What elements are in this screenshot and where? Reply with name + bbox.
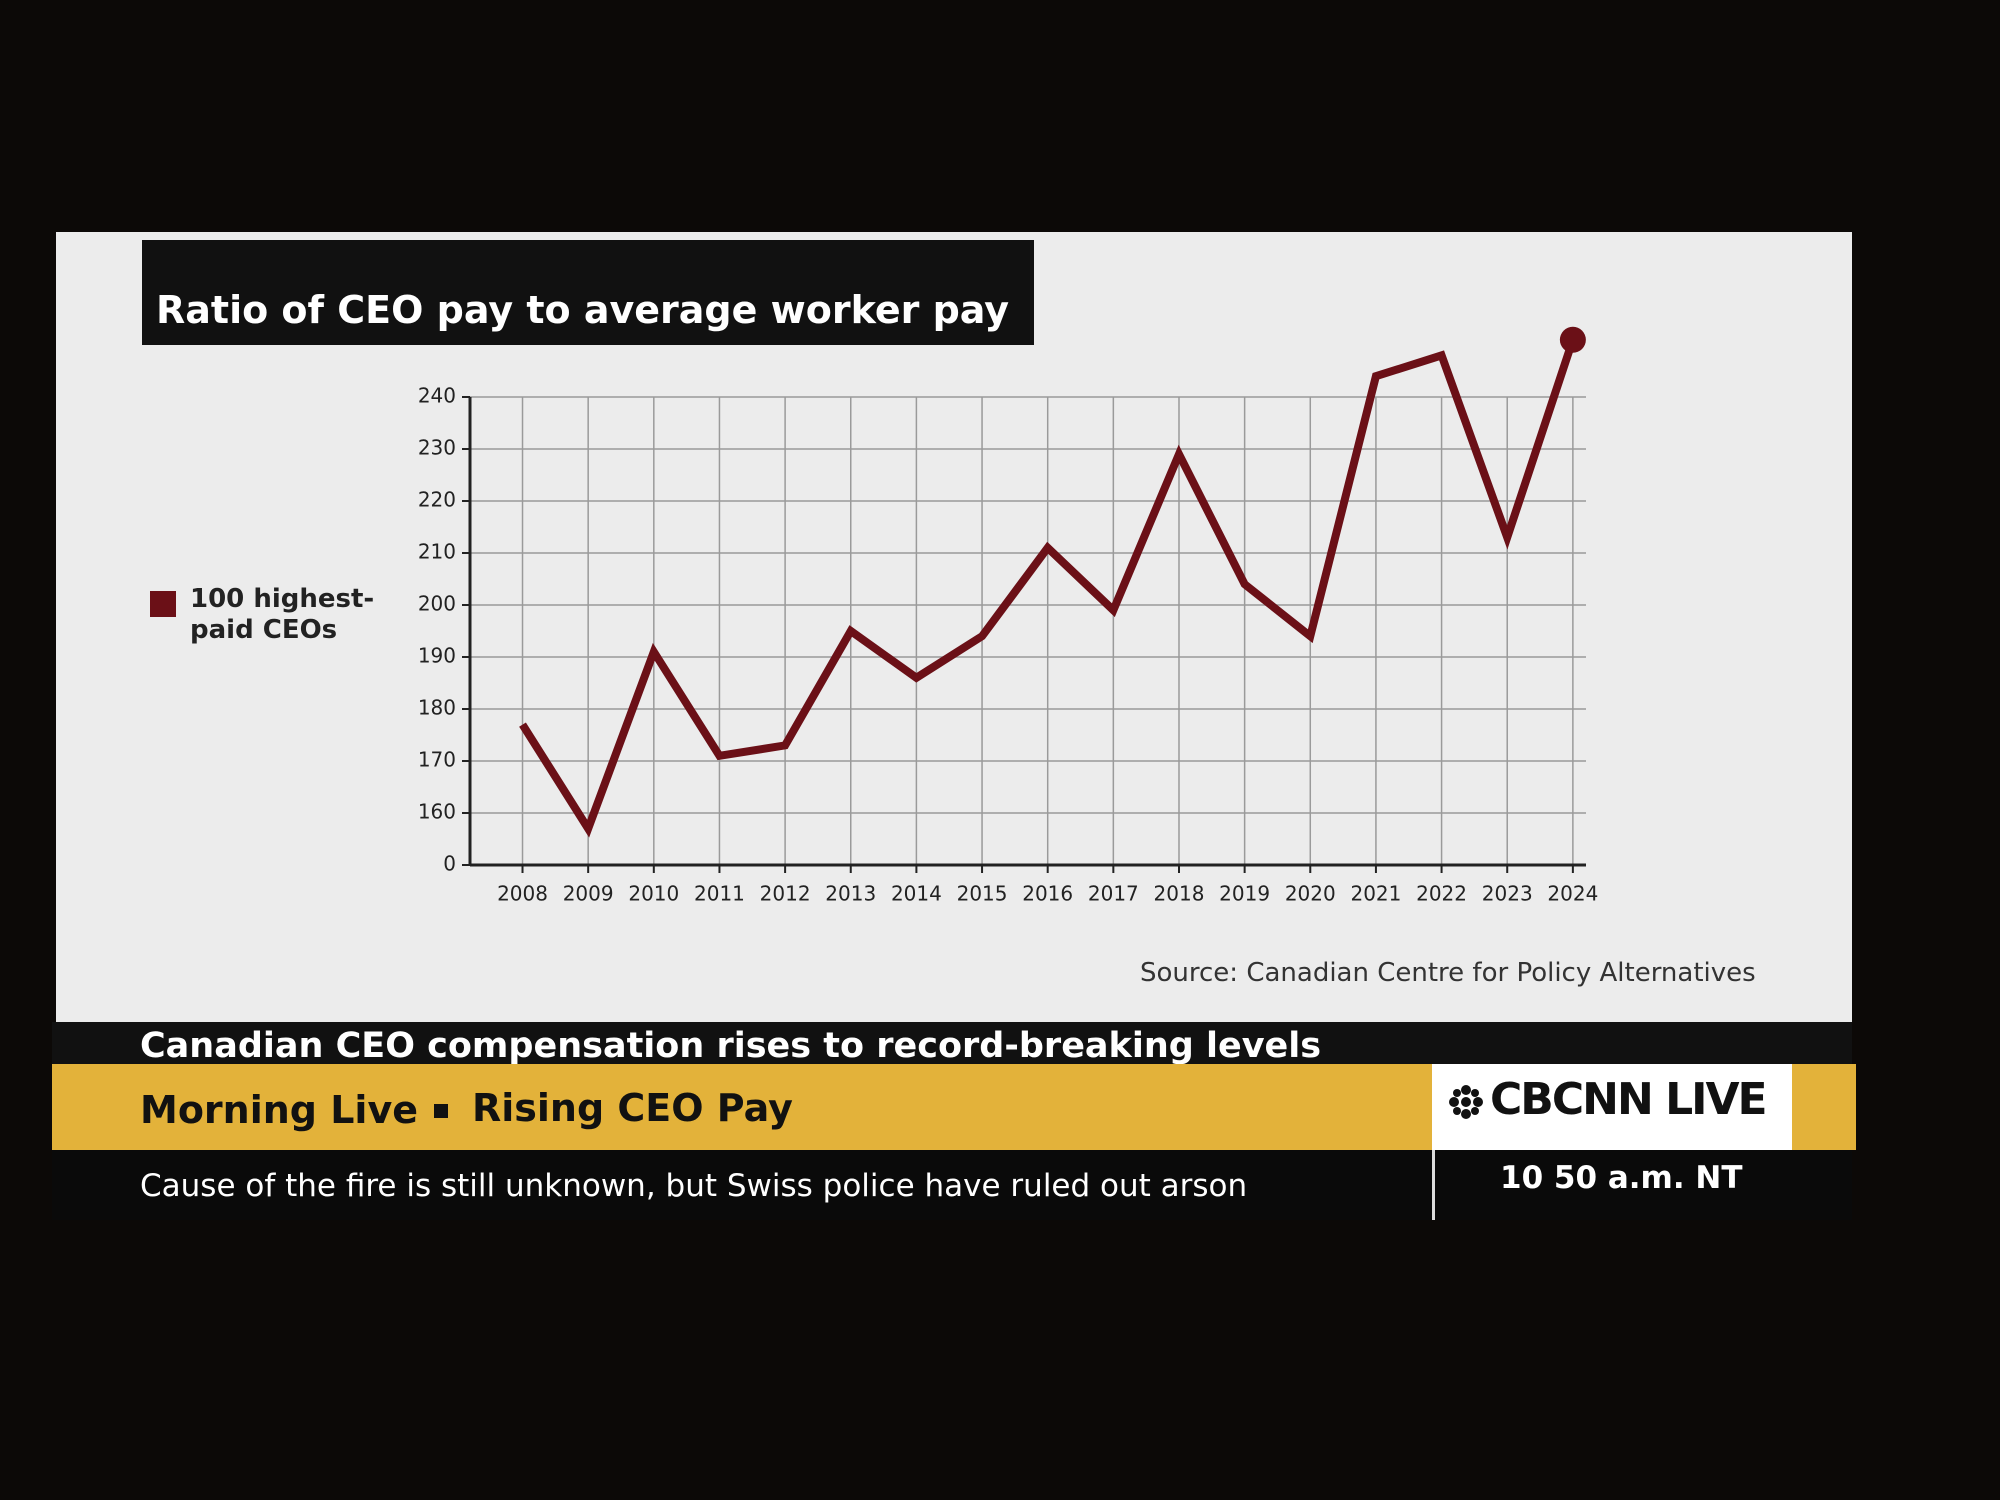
title-box: [142, 240, 1034, 345]
x-tick-label: 2018: [1154, 882, 1205, 906]
x-tick-label: 2016: [1022, 882, 1073, 906]
show-name: Morning Live: [140, 1088, 419, 1132]
end-marker: [1559, 326, 1586, 353]
legend-swatch: [150, 591, 176, 617]
y-tick-label: 210: [418, 540, 456, 564]
y-tick-label: 220: [418, 488, 456, 512]
x-tick-label: 2011: [694, 882, 745, 906]
chart: 0 160 170 180 190 200 210 220 230 240 2008 2009 2010…: [418, 326, 1598, 906]
headline-bar: [52, 1022, 1852, 1064]
logo-box: [1432, 1064, 1792, 1150]
x-tick-label: 2022: [1416, 882, 1467, 906]
x-tick-label: 2024: [1547, 882, 1598, 906]
x-tick-label: 2012: [760, 882, 811, 906]
x-tick-label: 2009: [563, 882, 614, 906]
segment-name: Rising CEO Pay: [472, 1086, 793, 1130]
y-tick-label: 200: [418, 592, 456, 616]
y-tick-label: 190: [418, 644, 456, 668]
separator-dot: [434, 1104, 448, 1118]
source-note: Source: Canadian Centre for Policy Alter…: [1140, 958, 1756, 988]
ticker-text: Cause of the fire is still unknown, but …: [140, 1168, 1248, 1204]
y-tick-label: 160: [418, 800, 456, 824]
x-tick-label: 2015: [957, 882, 1008, 906]
x-tick-label: 2017: [1088, 882, 1139, 906]
x-tick-label: 2019: [1219, 882, 1270, 906]
x-tick-label: 2010: [628, 882, 679, 906]
ticker-separator: [1432, 1150, 1435, 1220]
x-tick-label: 2020: [1285, 882, 1336, 906]
logo-gem: [1449, 1085, 1483, 1119]
network-logo: CBCNN LIVE: [1490, 1074, 1768, 1125]
x-tick-label: 2008: [497, 882, 548, 906]
y-tick-label: 180: [418, 696, 456, 720]
y-tick-label: 170: [418, 748, 456, 772]
legend-label: 100 highest-paid CEOs: [190, 584, 375, 645]
clock: 10 50 a.m. NT: [1500, 1160, 1743, 1196]
y-tick-label: 0: [443, 852, 456, 876]
headline: Canadian CEO compensation rises to recor…: [140, 1026, 1322, 1066]
y-tick-label: 230: [418, 436, 456, 460]
ticker-bar: [52, 1150, 1852, 1220]
y-tick-label: 240: [418, 384, 456, 408]
x-tick-label: 2021: [1350, 882, 1401, 906]
x-tick-label: 2023: [1482, 882, 1533, 906]
x-tick-label: 2014: [891, 882, 942, 906]
x-tick-label: 2013: [825, 882, 876, 906]
chart-panel: [56, 232, 1852, 1022]
data-line: [519, 338, 1577, 838]
chart-title: Ratio of CEO pay to average worker pay: [156, 288, 1010, 332]
